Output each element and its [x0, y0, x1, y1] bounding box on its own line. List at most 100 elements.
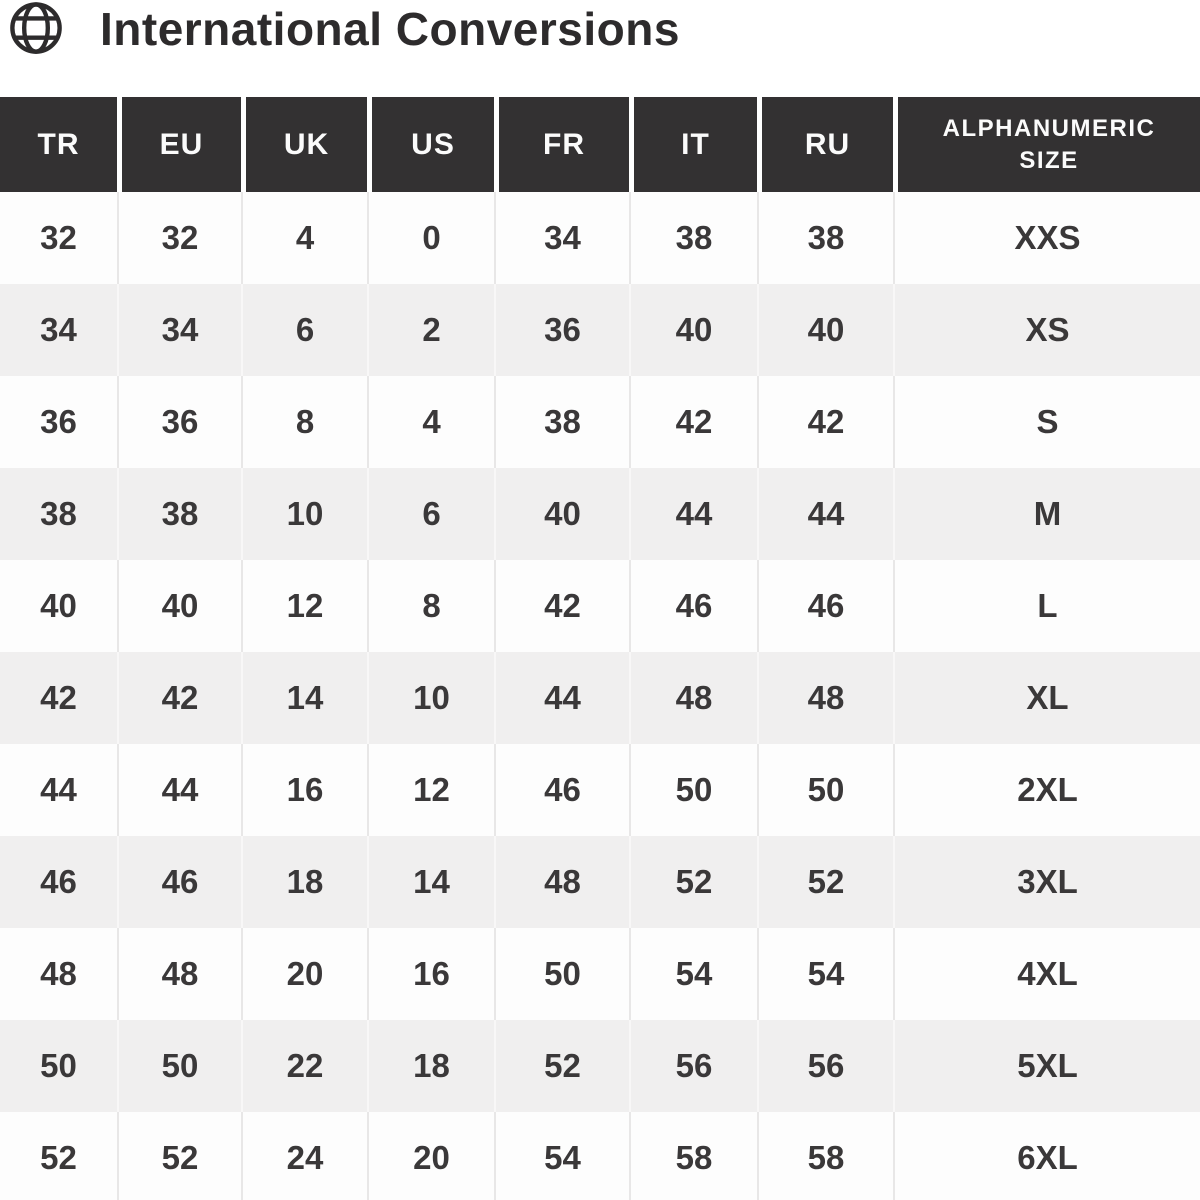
cell-ru: 46: [757, 560, 893, 652]
cell-it: 58: [629, 1112, 757, 1200]
cell-alphanumeric_size: 5XL: [893, 1020, 1200, 1112]
table-body: 32 32 4 0 34 38 38 XXS 34 34 6 2 36 40 40 XS 36 36 8 4 38 42 4…: [0, 192, 1200, 1200]
conversion-table: TR EU UK US FR IT RU ALPHANUMERIC SIZE 32 32 4 0 34…: [0, 97, 1200, 1200]
cell-tr: 52: [0, 1112, 117, 1200]
cell-fr: 54: [494, 1112, 629, 1200]
cell-tr: 36: [0, 376, 117, 468]
cell-us: 8: [367, 560, 494, 652]
table-row: 46 46 18 14 48 52 52 3XL: [0, 836, 1200, 928]
cell-fr: 48: [494, 836, 629, 928]
cell-us: 6: [367, 468, 494, 560]
column-header-tr: TR: [0, 97, 117, 192]
cell-us: 16: [367, 928, 494, 1020]
cell-us: 14: [367, 836, 494, 928]
cell-uk: 16: [241, 744, 367, 836]
column-header-fr: FR: [494, 97, 629, 192]
cell-us: 12: [367, 744, 494, 836]
cell-eu: 48: [117, 928, 241, 1020]
cell-tr: 48: [0, 928, 117, 1020]
column-header-it: IT: [629, 97, 757, 192]
table-row: 50 50 22 18 52 56 56 5XL: [0, 1020, 1200, 1112]
cell-alphanumeric_size: S: [893, 376, 1200, 468]
cell-uk: 10: [241, 468, 367, 560]
cell-eu: 40: [117, 560, 241, 652]
cell-fr: 52: [494, 1020, 629, 1112]
cell-it: 42: [629, 376, 757, 468]
table-row: 34 34 6 2 36 40 40 XS: [0, 284, 1200, 376]
cell-ru: 42: [757, 376, 893, 468]
cell-it: 50: [629, 744, 757, 836]
table-row: 44 44 16 12 46 50 50 2XL: [0, 744, 1200, 836]
cell-uk: 6: [241, 284, 367, 376]
cell-fr: 46: [494, 744, 629, 836]
cell-it: 54: [629, 928, 757, 1020]
cell-alphanumeric_size: 2XL: [893, 744, 1200, 836]
header-row: TR EU UK US FR IT RU ALPHANUMERIC SIZE: [0, 97, 1200, 192]
table-row: 52 52 24 20 54 58 58 6XL: [0, 1112, 1200, 1200]
table-row: 42 42 14 10 44 48 48 XL: [0, 652, 1200, 744]
cell-fr: 34: [494, 192, 629, 284]
cell-eu: 52: [117, 1112, 241, 1200]
cell-it: 38: [629, 192, 757, 284]
cell-eu: 38: [117, 468, 241, 560]
cell-fr: 36: [494, 284, 629, 376]
cell-uk: 22: [241, 1020, 367, 1112]
cell-it: 46: [629, 560, 757, 652]
column-header-us: US: [367, 97, 494, 192]
table-row: 38 38 10 6 40 44 44 M: [0, 468, 1200, 560]
cell-eu: 42: [117, 652, 241, 744]
cell-us: 18: [367, 1020, 494, 1112]
cell-it: 52: [629, 836, 757, 928]
cell-tr: 46: [0, 836, 117, 928]
cell-ru: 40: [757, 284, 893, 376]
cell-alphanumeric_size: 4XL: [893, 928, 1200, 1020]
cell-eu: 34: [117, 284, 241, 376]
cell-ru: 56: [757, 1020, 893, 1112]
cell-us: 20: [367, 1112, 494, 1200]
globe-icon: [8, 0, 64, 59]
cell-tr: 40: [0, 560, 117, 652]
cell-us: 2: [367, 284, 494, 376]
cell-ru: 54: [757, 928, 893, 1020]
cell-eu: 46: [117, 836, 241, 928]
cell-uk: 18: [241, 836, 367, 928]
cell-alphanumeric_size: XS: [893, 284, 1200, 376]
column-header-alphanumeric_size: ALPHANUMERIC SIZE: [893, 97, 1200, 192]
cell-uk: 20: [241, 928, 367, 1020]
cell-tr: 50: [0, 1020, 117, 1112]
cell-tr: 32: [0, 192, 117, 284]
cell-ru: 44: [757, 468, 893, 560]
page-header: International Conversions: [0, 0, 1200, 97]
table-head: TR EU UK US FR IT RU ALPHANUMERIC SIZE: [0, 97, 1200, 192]
cell-fr: 44: [494, 652, 629, 744]
cell-it: 40: [629, 284, 757, 376]
cell-it: 44: [629, 468, 757, 560]
cell-ru: 52: [757, 836, 893, 928]
cell-fr: 40: [494, 468, 629, 560]
cell-alphanumeric_size: XXS: [893, 192, 1200, 284]
table-row: 48 48 20 16 50 54 54 4XL: [0, 928, 1200, 1020]
cell-alphanumeric_size: 6XL: [893, 1112, 1200, 1200]
cell-uk: 12: [241, 560, 367, 652]
cell-eu: 32: [117, 192, 241, 284]
cell-uk: 14: [241, 652, 367, 744]
cell-tr: 38: [0, 468, 117, 560]
table-row: 36 36 8 4 38 42 42 S: [0, 376, 1200, 468]
cell-fr: 50: [494, 928, 629, 1020]
table-row: 32 32 4 0 34 38 38 XXS: [0, 192, 1200, 284]
cell-ru: 38: [757, 192, 893, 284]
cell-fr: 42: [494, 560, 629, 652]
cell-ru: 58: [757, 1112, 893, 1200]
cell-alphanumeric_size: M: [893, 468, 1200, 560]
cell-alphanumeric_size: 3XL: [893, 836, 1200, 928]
column-header-uk: UK: [241, 97, 367, 192]
cell-uk: 4: [241, 192, 367, 284]
cell-ru: 48: [757, 652, 893, 744]
cell-eu: 44: [117, 744, 241, 836]
cell-uk: 24: [241, 1112, 367, 1200]
cell-ru: 50: [757, 744, 893, 836]
cell-fr: 38: [494, 376, 629, 468]
cell-eu: 50: [117, 1020, 241, 1112]
page-title: International Conversions: [100, 3, 680, 55]
table-row: 40 40 12 8 42 46 46 L: [0, 560, 1200, 652]
